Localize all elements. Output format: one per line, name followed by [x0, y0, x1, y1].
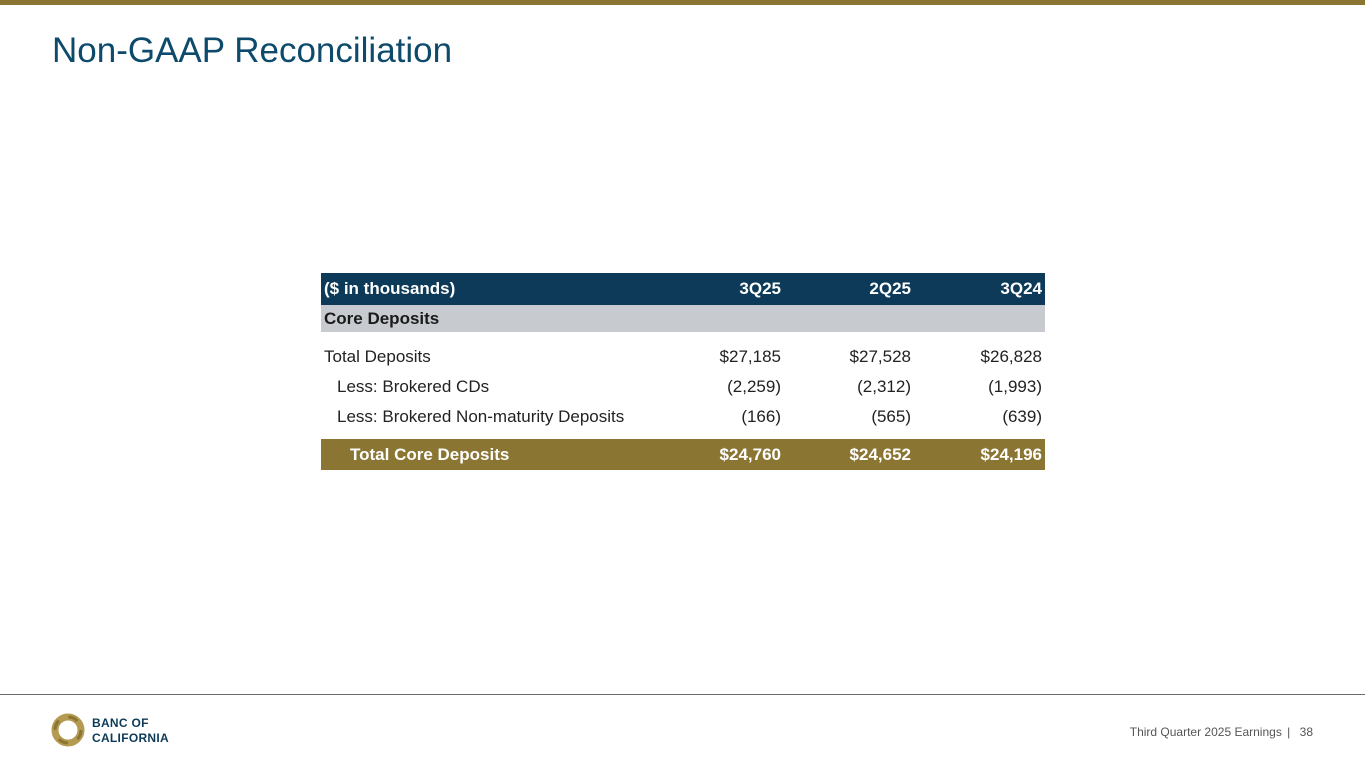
footer-caption: Third Quarter 2025 Earnings | 38	[1130, 725, 1313, 739]
row-value: (1,993)	[988, 377, 1042, 396]
page-title: Non-GAAP Reconciliation	[52, 31, 453, 70]
row-value: $27,528	[849, 347, 911, 366]
section-label: Core Deposits	[324, 308, 440, 328]
row-label: Less: Brokered Non-maturity Deposits	[337, 407, 625, 426]
row-value: (2,312)	[857, 377, 911, 396]
logo-line-1: BANC OF	[92, 716, 149, 730]
row-value: (565)	[871, 407, 911, 426]
total-value: $24,760	[719, 444, 781, 464]
header-cell-2q25: 2Q25	[869, 279, 911, 298]
logo-wordmark: BANC OF CALIFORNIA	[92, 716, 169, 746]
total-row: Total Core Deposits $24,760 $24,652 $24,…	[321, 439, 1045, 470]
table-row: Less: Brokered CDs (2,259) (2,312) (1,99…	[321, 372, 1045, 402]
table-row: Total Deposits $27,185 $27,528 $26,828	[321, 342, 1045, 372]
row-value: (2,259)	[727, 377, 781, 396]
footer-divider	[0, 694, 1365, 695]
header-cell-3q25: 3Q25	[739, 279, 781, 298]
footer-caption-text: Third Quarter 2025 Earnings	[1129, 725, 1282, 739]
bank-logo-icon	[51, 713, 85, 747]
header-cell-units: ($ in thousands)	[324, 279, 456, 298]
logo-line-2: CALIFORNIA	[92, 731, 169, 745]
page-number: 38	[1299, 725, 1313, 739]
row-value: (166)	[741, 407, 781, 426]
table-row: Less: Brokered Non-maturity Deposits (16…	[321, 402, 1045, 432]
total-value: $24,196	[980, 444, 1042, 464]
row-value: (639)	[1002, 407, 1042, 426]
total-label: Total Core Deposits	[350, 444, 510, 464]
reconciliation-table: ($ in thousands) 3Q25 2Q25 3Q24 Core Dep…	[321, 273, 1045, 470]
footer-separator: |	[1287, 725, 1291, 739]
row-value: $26,828	[980, 347, 1042, 366]
header-cell-3q24: 3Q24	[1000, 279, 1042, 298]
top-accent-bar	[0, 0, 1365, 5]
row-value: $27,185	[719, 347, 781, 366]
total-value: $24,652	[849, 444, 911, 464]
row-label: Less: Brokered CDs	[337, 377, 490, 396]
section-row: Core Deposits	[321, 305, 1045, 332]
row-label: Total Deposits	[324, 347, 431, 366]
table-header-row: ($ in thousands) 3Q25 2Q25 3Q24	[321, 273, 1045, 305]
